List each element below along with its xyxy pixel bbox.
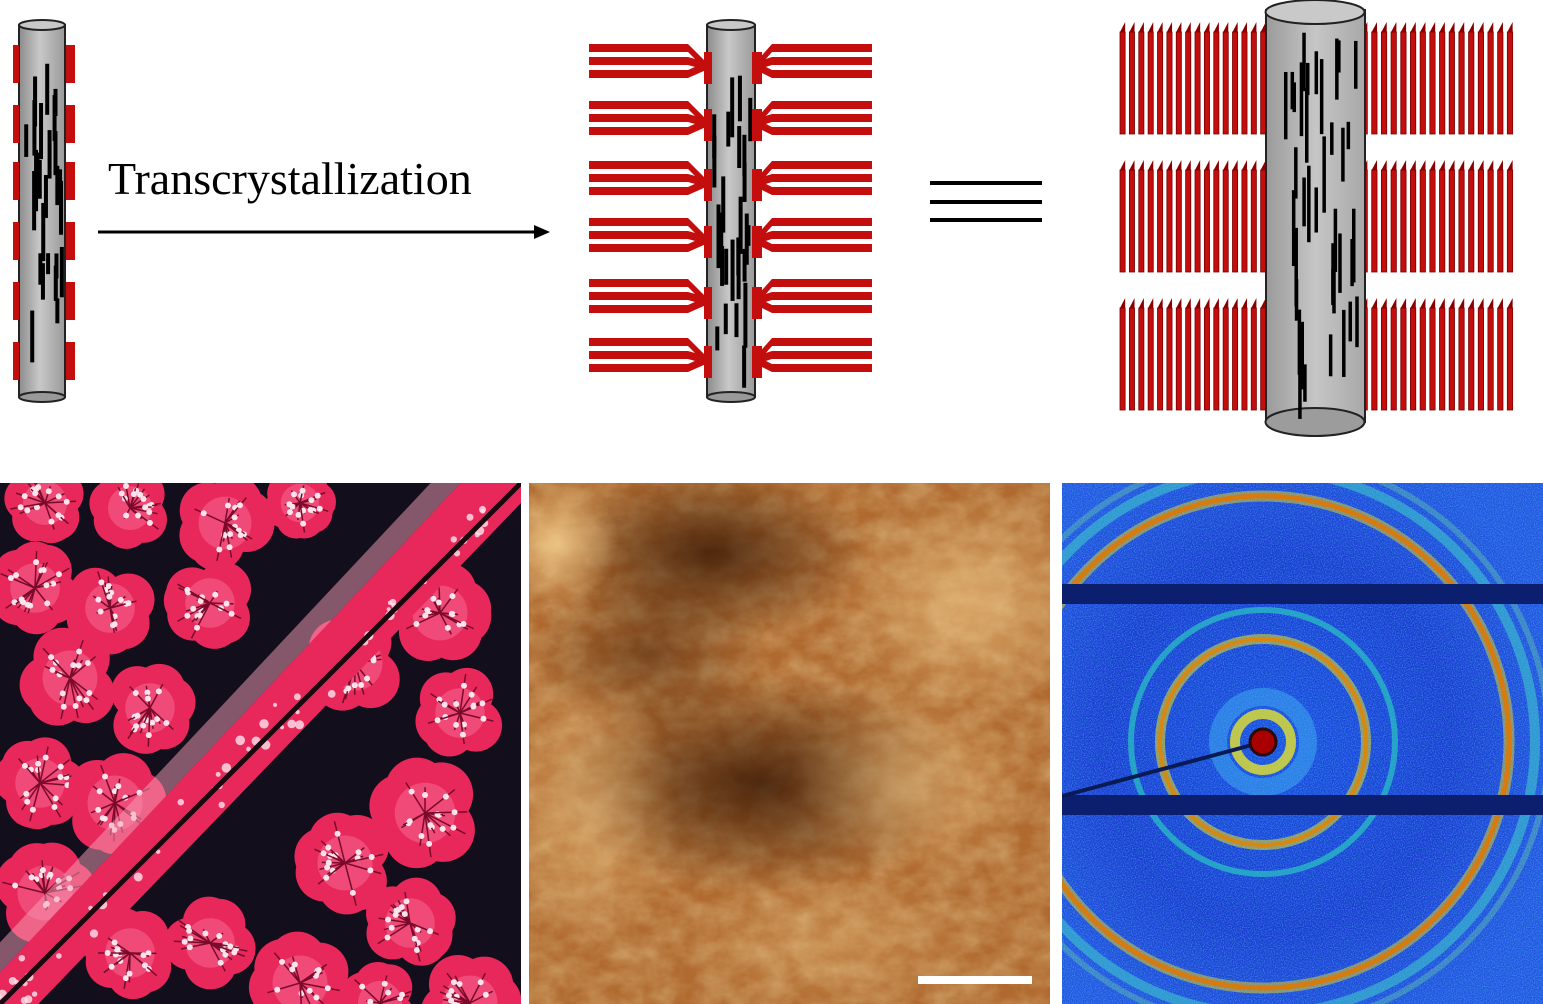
spherulite (163, 896, 256, 990)
nucleus-left (13, 222, 19, 260)
spherulite (264, 483, 336, 539)
spherulite (0, 737, 87, 830)
process-arrow (98, 225, 550, 239)
process-label: Transcrystallization (108, 153, 472, 204)
spherulite (111, 663, 196, 754)
beamstop (1248, 727, 1278, 757)
fiber (0, 483, 521, 1004)
spherulite (415, 667, 503, 757)
spherulite (66, 567, 155, 655)
initial-fiber-with-nuclei (13, 19, 75, 403)
afm-image (529, 483, 1050, 1004)
3d-lamellar-stacks-on-fiber (1119, 0, 1514, 437)
spherulite (89, 483, 167, 549)
spherulite (421, 955, 521, 1004)
polarized-optical-micrograph (0, 483, 521, 1004)
nucleus-right (66, 342, 75, 380)
scale-bar (918, 976, 1032, 984)
detector-gap-top (1059, 584, 1543, 604)
spherulite (338, 961, 413, 1004)
beamstop-arm (1059, 740, 1264, 799)
spherulite (163, 561, 252, 649)
spherulite (294, 812, 389, 915)
nucleus-left (13, 342, 19, 380)
afm-height-image (529, 483, 1050, 1004)
waxs-diffraction-pattern (1059, 483, 1543, 1004)
nucleus-left (13, 105, 19, 143)
fiber-with-transcrystalline-lamellae (589, 19, 872, 403)
equivalence-symbol (930, 181, 1042, 222)
detector-gap-bottom (1059, 795, 1543, 815)
nucleus-right (66, 162, 75, 200)
spherulite (248, 931, 350, 1004)
spherulite (179, 483, 275, 571)
transcrystallization-schematic (13, 0, 1514, 437)
nucleus-right (66, 222, 75, 260)
spherulite (19, 627, 115, 726)
nucleus-left (13, 282, 19, 320)
diffraction-rings (1059, 483, 1543, 1004)
spherulite (0, 541, 79, 635)
spherulite (84, 907, 172, 1000)
spherulite (4, 483, 84, 544)
nucleus-right (66, 282, 75, 320)
spherulite (366, 877, 456, 966)
nucleus-left (13, 162, 19, 200)
nucleus-right (66, 105, 75, 143)
nucleus-left (13, 45, 19, 83)
nucleus-right (66, 45, 75, 83)
pom-image (0, 483, 521, 1004)
waxs-image (1059, 483, 1543, 1004)
spherulite (369, 757, 475, 869)
